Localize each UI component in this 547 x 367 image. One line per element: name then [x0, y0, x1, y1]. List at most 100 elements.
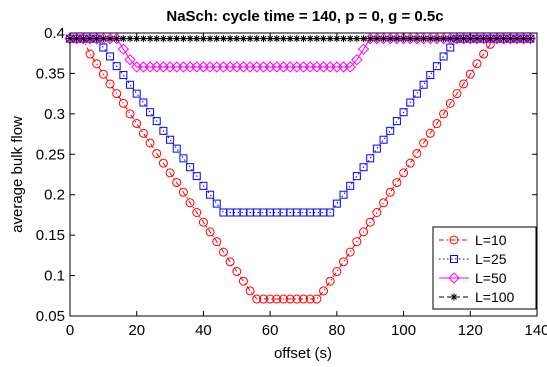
data-point: [252, 294, 262, 304]
data-point: [365, 217, 375, 227]
data-point: [86, 35, 94, 43]
data-point: [279, 35, 287, 43]
x-tick-label: 40: [195, 322, 212, 339]
data-point: [166, 135, 175, 144]
data-point: [218, 247, 228, 257]
data-point: [326, 35, 334, 43]
data-point: [400, 35, 408, 43]
data-point: [185, 198, 195, 208]
data-point: [98, 69, 108, 79]
data-point: [112, 89, 122, 99]
data-point: [259, 35, 267, 43]
data-point: [299, 294, 308, 304]
data-point: [92, 59, 102, 69]
series-line: [70, 38, 531, 300]
data-point: [172, 178, 182, 188]
data-point: [152, 117, 161, 126]
data-point: [332, 199, 341, 208]
data-point: [159, 126, 168, 135]
y-tick-label: 0.1: [44, 268, 65, 285]
data-point: [93, 35, 101, 43]
data-point: [138, 128, 148, 138]
y-tick-label: 0.25: [36, 146, 65, 163]
data-point: [285, 294, 295, 304]
data-point: [158, 158, 168, 168]
data-point: [459, 79, 469, 89]
data-point: [426, 71, 435, 80]
data-point: [139, 35, 147, 43]
data-point: [446, 35, 454, 43]
data-point: [117, 43, 130, 55]
data-point: [493, 35, 501, 43]
data-point: [139, 98, 148, 107]
data-point: [153, 35, 161, 43]
data-point: [213, 35, 221, 43]
data-point: [319, 286, 329, 296]
data-point: [106, 52, 115, 61]
data-point: [192, 208, 202, 218]
data-point: [166, 35, 174, 43]
data-point: [126, 80, 135, 89]
data-point: [205, 227, 215, 237]
data-point: [273, 35, 281, 43]
data-point: [306, 35, 314, 43]
data-point: [126, 35, 134, 43]
data-point: [412, 89, 421, 98]
data-point: [426, 35, 434, 43]
data-point: [124, 53, 136, 66]
data-point: [266, 35, 274, 43]
data-point: [219, 35, 227, 43]
x-tick-label: 140: [524, 322, 547, 339]
data-point: [145, 138, 155, 148]
data-point: [293, 35, 301, 43]
data-point: [292, 294, 302, 304]
data-point: [432, 62, 441, 71]
data-point: [453, 35, 461, 43]
data-point: [346, 181, 355, 190]
data-point: [359, 163, 368, 172]
data-point: [265, 294, 275, 304]
data-point: [278, 294, 288, 304]
series-0: [65, 34, 535, 304]
data-point: [112, 62, 121, 71]
data-point: [440, 35, 448, 43]
data-point: [520, 35, 528, 43]
data-point: [85, 49, 95, 59]
data-point: [339, 257, 349, 267]
data-point: [480, 35, 488, 43]
data-point: [413, 35, 421, 43]
data-point: [439, 52, 448, 61]
data-point: [412, 148, 422, 158]
data-point: [506, 35, 514, 43]
legend-label: L=100: [475, 289, 515, 305]
data-point: [419, 80, 428, 89]
data-point: [106, 35, 114, 43]
data-point: [178, 187, 188, 197]
data-point: [198, 217, 208, 227]
data-point: [226, 35, 234, 43]
data-point: [399, 168, 409, 178]
data-point: [146, 108, 155, 117]
data-point: [360, 35, 368, 43]
data-point: [513, 35, 521, 43]
data-point: [332, 267, 342, 277]
data-point: [179, 154, 188, 163]
data-point: [305, 294, 315, 304]
data-point: [500, 35, 508, 43]
data-point: [113, 35, 121, 43]
data-point: [379, 135, 388, 144]
x-tick-label: 80: [329, 322, 346, 339]
data-point: [73, 35, 81, 43]
legend-marker: [450, 293, 458, 301]
data-point: [472, 59, 482, 69]
data-point: [392, 178, 402, 188]
data-point: [186, 163, 195, 172]
data-point: [118, 98, 128, 108]
y-axis-label: average bulk flow: [9, 116, 26, 233]
data-point: [386, 35, 394, 43]
data-point: [326, 208, 335, 217]
data-point: [380, 35, 388, 43]
data-point: [99, 35, 107, 43]
data-point: [460, 35, 468, 43]
